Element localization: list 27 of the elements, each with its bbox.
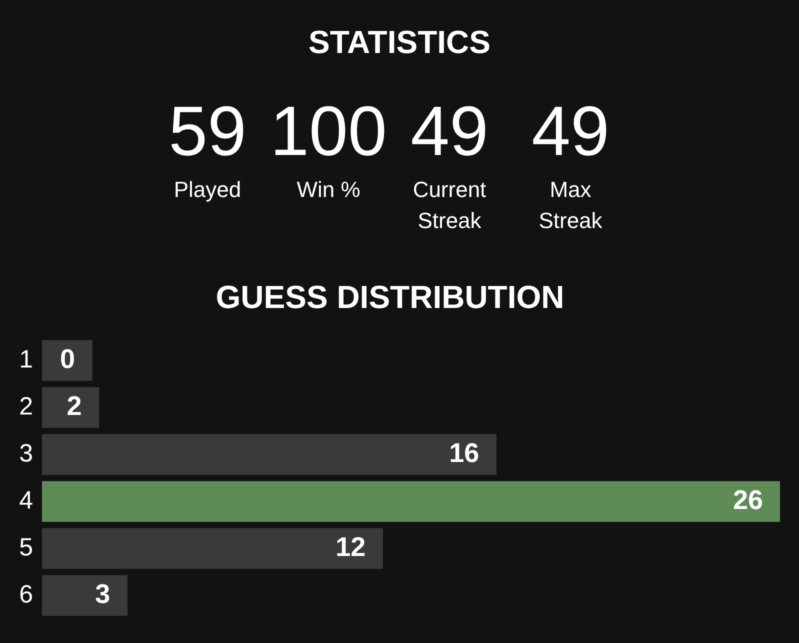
y-tick-label: 5 bbox=[19, 533, 33, 562]
y-tick-label: 6 bbox=[19, 580, 33, 608]
y-tick-label: 2 bbox=[19, 392, 33, 420]
text: STATISTICS bbox=[308, 24, 490, 60]
data-label: 49 bbox=[410, 92, 488, 170]
y-tick-label: 4 bbox=[19, 486, 34, 514]
category-label: Current Streak bbox=[412, 177, 486, 233]
data-label: 100 bbox=[270, 92, 387, 170]
data-label: 0 bbox=[60, 344, 75, 374]
data-label: 2 bbox=[66, 390, 82, 421]
data-label: 59 bbox=[168, 92, 246, 170]
category-label: Max Streak bbox=[538, 177, 602, 233]
bar bbox=[42, 575, 128, 616]
category-label: Win % bbox=[296, 177, 360, 202]
category-label: Played bbox=[174, 177, 242, 202]
y-tick-label: 1 bbox=[19, 345, 33, 374]
y-tick-label: 3 bbox=[19, 439, 33, 468]
data-label: 16 bbox=[449, 438, 480, 468]
data-label: 26 bbox=[732, 484, 763, 515]
data-label: 12 bbox=[336, 532, 366, 562]
bar bbox=[42, 481, 780, 522]
bar bbox=[42, 528, 383, 569]
bar bbox=[42, 387, 100, 428]
data-label: 49 bbox=[532, 92, 610, 170]
data-label: 3 bbox=[95, 578, 110, 609]
bar bbox=[42, 434, 496, 475]
chart-title: GUESS DISTRIBUTION bbox=[216, 279, 564, 316]
